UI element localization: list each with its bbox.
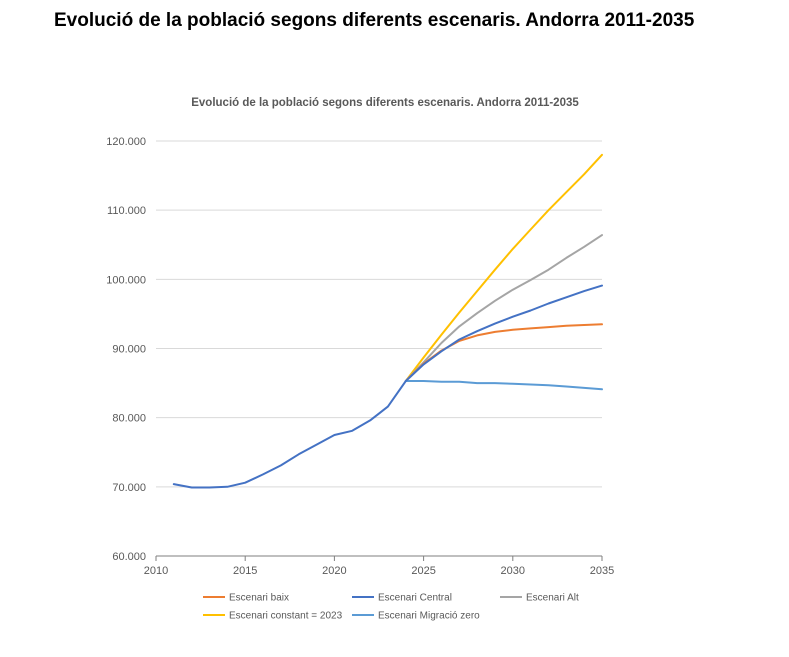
series-line-escenari-central bbox=[172, 284, 603, 489]
series-line-escenari-migraci-zero bbox=[404, 380, 603, 391]
y-tick-label: 70.000 bbox=[112, 482, 146, 494]
legend-label: Escenari constant = 2023 bbox=[229, 611, 343, 622]
x-tick-label: 2025 bbox=[411, 565, 435, 577]
x-tick-label: 2035 bbox=[590, 565, 614, 577]
legend-item: Escenari Central bbox=[352, 593, 452, 604]
series-lines bbox=[172, 153, 603, 489]
y-tick-label: 80.000 bbox=[112, 413, 146, 425]
x-tick-label: 2010 bbox=[144, 565, 168, 577]
legend-label: Escenari Alt bbox=[526, 593, 579, 604]
page-title: Evolució de la població segons diferents… bbox=[54, 10, 695, 31]
legend-label: Escenari baix bbox=[229, 593, 289, 604]
legend-label: Escenari Central bbox=[378, 593, 452, 604]
x-tick-label: 2020 bbox=[322, 565, 346, 577]
axes: 60.000 70.000 80.000 90.000 100.000 110.000 12… bbox=[106, 136, 614, 577]
legend-item: Escenari Migració zero bbox=[352, 611, 480, 622]
legend-item: Escenari Alt bbox=[500, 593, 579, 604]
y-tick-label: 100.000 bbox=[106, 274, 146, 286]
y-tick-label: 60.000 bbox=[112, 551, 146, 563]
x-tick-label: 2030 bbox=[501, 565, 525, 577]
y-tick-label: 90.000 bbox=[112, 344, 146, 356]
x-tick-label: 2015 bbox=[233, 565, 257, 577]
legend-item: Escenari baix bbox=[203, 593, 289, 604]
grid-lines bbox=[156, 140, 602, 488]
y-tick-label: 120.000 bbox=[106, 136, 146, 148]
legend-item: Escenari constant = 2023 bbox=[203, 611, 343, 622]
series-line-escenari-constant-2023 bbox=[404, 153, 603, 382]
y-tick-label: 110.000 bbox=[107, 205, 146, 217]
legend: Escenari baix Escenari Central Escenari Al… bbox=[203, 593, 579, 622]
chart-title: Evolució de la població segons diferents… bbox=[191, 97, 579, 109]
series-line-escenari-baix bbox=[404, 323, 603, 382]
legend-label: Escenari Migració zero bbox=[378, 611, 480, 622]
series-line-escenari-alt bbox=[404, 234, 603, 382]
